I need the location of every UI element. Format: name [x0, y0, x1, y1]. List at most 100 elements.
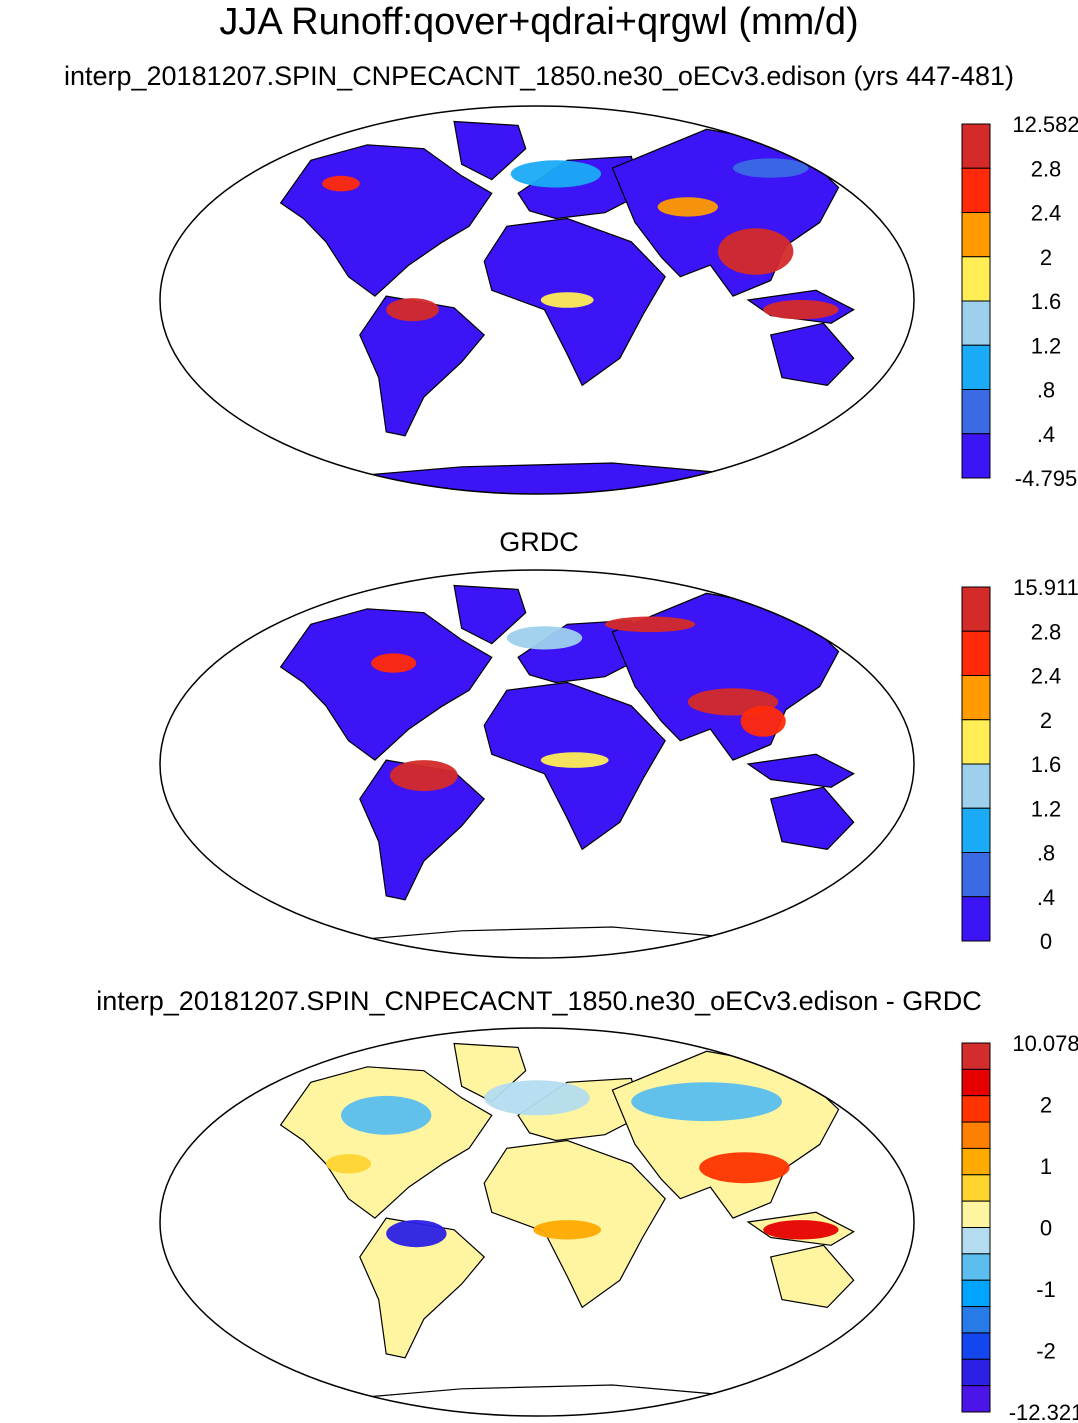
value-patch: [631, 1082, 782, 1122]
value-patch: [540, 292, 594, 308]
colorbar-swatch: [961, 719, 991, 765]
value-patch: [540, 752, 609, 768]
colorbar-swatch: [961, 1095, 991, 1123]
colorbar-3: 10.078 2 1 0 -1 -2 -12.321: [961, 1031, 1078, 1423]
land-south-america: [359, 1217, 486, 1359]
colorbar-swatch: [961, 1227, 991, 1255]
colorbar-label: 0: [1040, 1216, 1052, 1241]
land-south-america: [359, 759, 486, 901]
colorbar-swatch: [961, 852, 991, 898]
land-europe: [517, 155, 644, 220]
value-patch: [718, 228, 794, 275]
value-patch: [604, 616, 696, 633]
colorbar-label: 2: [1040, 245, 1052, 270]
colorbar-swatch: [961, 1358, 991, 1387]
value-patch: [763, 1220, 839, 1240]
colorbar-swatch: [961, 1200, 991, 1229]
colorbar-label: 2.8: [1031, 619, 1062, 644]
land-australia: [769, 786, 855, 851]
value-patch: [386, 1220, 447, 1248]
colorbar-swatch: [961, 586, 991, 632]
colorbar-label: 1.2: [1031, 333, 1062, 358]
value-patch: [322, 175, 360, 192]
colorbar-label: 10.078: [1012, 1031, 1078, 1056]
map-border: [159, 569, 915, 959]
value-patch: [341, 1095, 432, 1135]
colorbar-label: -12.321: [1009, 1400, 1078, 1423]
land-europe: [517, 619, 644, 684]
value-patch: [657, 197, 718, 217]
value-patch: [390, 760, 458, 792]
land-greenland: [453, 584, 527, 645]
figure-title: JJA Runoff:qover+qdrai+qrgwl (mm/d): [219, 1, 859, 43]
colorbar-swatch: [961, 1385, 991, 1413]
colorbar-1: 12.582 2.8 2.4 2 1.6 1.2 .8 .4 -4.795: [961, 112, 1078, 491]
value-patch: [699, 1152, 790, 1184]
colorbar-label: 15.911: [1013, 575, 1078, 600]
map-border: [159, 1027, 915, 1417]
colorbar-label: 12.582: [1012, 112, 1078, 137]
colorbar-label: 0: [1040, 929, 1052, 954]
value-patch: [386, 298, 439, 322]
value-patch: [506, 626, 583, 650]
land-north-america: [279, 1066, 493, 1219]
value-patch: [484, 1080, 590, 1116]
colorbar-swatch: [961, 167, 991, 213]
value-patch: [325, 1154, 372, 1174]
colorbar-swatch: [961, 807, 991, 853]
colorbar-swatch: [961, 433, 991, 479]
value-patch: [510, 160, 602, 188]
value-patch: [740, 705, 786, 737]
colorbar-swatch: [961, 1147, 991, 1176]
value-patch: [763, 300, 839, 320]
colorbar-swatch: [961, 1174, 991, 1202]
colorbar-swatch: [961, 300, 991, 346]
colorbar-label: .8: [1037, 841, 1055, 866]
colorbar-label: 1: [1040, 1154, 1052, 1179]
land-greenland: [453, 120, 527, 181]
colorbar-label: 2: [1040, 1093, 1052, 1118]
colorbar-label: 2: [1040, 708, 1052, 733]
colorbar-label: .4: [1037, 422, 1055, 447]
land-australia: [769, 1244, 855, 1309]
land-europe: [517, 1077, 644, 1142]
map-border: [159, 105, 915, 495]
colorbar-swatch: [961, 763, 991, 809]
colorbar-swatch: [961, 344, 991, 390]
panel1-title: interp_20181207.SPIN_CNPECACNT_1850.ne30…: [63, 61, 1015, 91]
map-panel-3: [159, 1027, 915, 1417]
value-patch: [533, 1220, 602, 1240]
colorbar-label: 2.8: [1031, 156, 1062, 181]
colorbar-label: .4: [1037, 885, 1055, 910]
colorbar-swatch: [961, 123, 991, 169]
colorbar-label: 2.4: [1031, 664, 1062, 689]
colorbar-label: -4.795: [1015, 466, 1077, 491]
map-panel-2: [159, 569, 915, 959]
panel2-title: GRDC: [499, 527, 579, 557]
colorbar-label: 1.2: [1031, 796, 1062, 821]
value-patch: [371, 653, 417, 673]
panel3-title: interp_20181207.SPIN_CNPECACNT_1850.ne30…: [96, 986, 982, 1016]
land-south-america: [359, 295, 486, 437]
colorbar-2: 15.911 2.8 2.4 2 1.6 1.2 .8 .4 0: [961, 575, 1078, 954]
colorbars-layer: 12.5822.82.421.61.2.8.4-4.79515.9112.82.…: [961, 112, 1078, 1423]
colorbar-swatch: [961, 1068, 991, 1097]
colorbar-swatch: [961, 212, 991, 258]
colorbar-swatch: [961, 389, 991, 435]
colorbar-swatch: [961, 1042, 991, 1070]
colorbar-swatch: [961, 1253, 991, 1281]
colorbar-swatch: [961, 1306, 991, 1334]
colorbar-swatch: [961, 896, 991, 942]
land-australia: [769, 322, 855, 387]
maps-layer: [159, 105, 915, 1417]
colorbar-swatch: [961, 630, 991, 676]
colorbar-label: -1: [1036, 1277, 1056, 1302]
land-north-america: [279, 608, 493, 761]
value-patch: [733, 158, 809, 178]
colorbar-swatch: [961, 1121, 991, 1149]
colorbar-label: 1.6: [1031, 752, 1062, 777]
land-southeast-asia-islands: [746, 753, 855, 788]
colorbar-swatch: [961, 1279, 991, 1308]
colorbar-label: 1.6: [1031, 289, 1062, 314]
